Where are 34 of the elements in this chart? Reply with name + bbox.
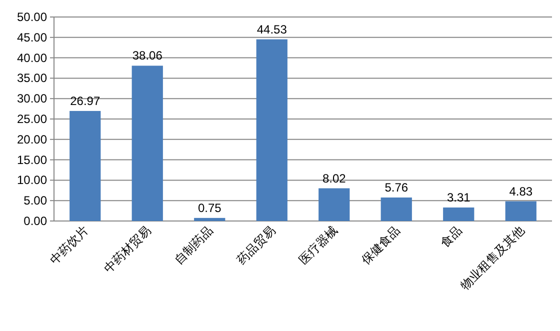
x-tick-label: 中药饮片 (47, 223, 92, 268)
data-label: 4.83 (509, 184, 533, 198)
y-tick-label: 40.00 (16, 50, 48, 65)
y-tick-label: 5.00 (24, 194, 48, 208)
bar (505, 201, 536, 221)
data-label: 38.06 (132, 48, 163, 63)
y-tick-label: 25.00 (16, 112, 48, 126)
y-tick-label: 0.00 (24, 214, 48, 228)
y-tick-label: 50.00 (16, 10, 48, 24)
x-tick-label: 医疗器械 (296, 223, 340, 268)
x-tick-label: 自制药品 (172, 223, 216, 268)
x-tick-label: 食品 (438, 223, 465, 250)
data-label: 44.53 (256, 22, 288, 36)
bar (132, 66, 163, 221)
y-tick-label: 10.00 (16, 173, 48, 188)
x-tick-label: 药品贸易 (234, 223, 278, 268)
bar (443, 207, 474, 221)
data-label: 3.31 (446, 190, 471, 204)
y-tick-label: 35.00 (16, 71, 48, 86)
bar (256, 39, 288, 221)
bar (70, 110, 101, 221)
y-tick-label: 30.00 (16, 92, 48, 106)
y-tick-label: 15.00 (16, 152, 48, 167)
data-label: 26.97 (70, 94, 100, 108)
y-tick-label: 45.00 (16, 30, 48, 44)
data-label: 5.76 (384, 180, 408, 194)
x-tick-label: 保健食品 (358, 223, 402, 268)
data-label: 8.02 (322, 171, 346, 186)
y-tick-label: 20.00 (16, 132, 48, 146)
bar (380, 198, 412, 221)
data-label: 0.75 (198, 200, 222, 215)
bar (318, 188, 350, 221)
x-tick-label: 中药材贸易 (101, 223, 154, 276)
bar (194, 218, 226, 221)
